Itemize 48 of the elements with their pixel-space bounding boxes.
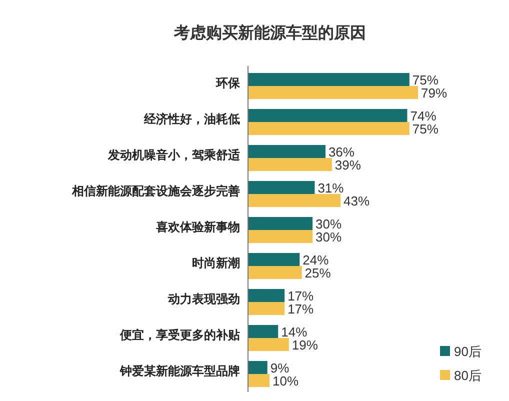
data-label: 25% bbox=[304, 266, 332, 280]
data-label: 19% bbox=[292, 338, 318, 352]
data-label: 17% bbox=[288, 288, 314, 304]
data-label: 24% bbox=[302, 252, 330, 268]
bar bbox=[248, 109, 408, 122]
bar bbox=[248, 325, 278, 338]
bar bbox=[248, 266, 302, 279]
data-label: 14% bbox=[281, 324, 308, 340]
bar bbox=[248, 145, 326, 158]
y-tick-label: 喜欢体验新事物 bbox=[155, 220, 240, 234]
data-label: 74% bbox=[410, 108, 437, 124]
y-tick-label: 发动机噪音小，驾乘舒适 bbox=[107, 148, 241, 162]
bar bbox=[248, 181, 315, 194]
bar bbox=[248, 374, 270, 387]
data-label: 36% bbox=[328, 144, 355, 160]
bar bbox=[248, 253, 300, 266]
data-label: 75% bbox=[412, 122, 439, 136]
data-label: 30% bbox=[316, 216, 342, 232]
bar bbox=[248, 86, 418, 99]
data-label: 39% bbox=[334, 158, 362, 172]
y-tick-label: 经济性好，油耗低 bbox=[143, 112, 240, 126]
legend-label: 90后 bbox=[454, 344, 482, 359]
data-label: 30% bbox=[316, 230, 342, 244]
data-label: 31% bbox=[318, 180, 344, 196]
legend-label: 80后 bbox=[454, 368, 482, 383]
chart-title: 考虑购买新能源车型的原因 bbox=[173, 24, 366, 42]
data-label: 75% bbox=[412, 72, 439, 88]
data-label: 17% bbox=[288, 302, 314, 316]
bar bbox=[248, 289, 285, 302]
bar bbox=[248, 122, 410, 135]
bar bbox=[248, 217, 313, 230]
bar bbox=[248, 158, 332, 171]
data-label: 79% bbox=[421, 86, 448, 100]
data-label: 43% bbox=[344, 194, 370, 208]
y-tick-label: 相信新能源配套设施会逐步完善 bbox=[71, 184, 240, 198]
bar bbox=[248, 230, 313, 243]
bar bbox=[248, 73, 410, 86]
y-tick-label: 环保 bbox=[215, 76, 241, 90]
bar bbox=[248, 338, 289, 351]
bar bbox=[248, 194, 341, 207]
data-label: 9% bbox=[270, 360, 290, 376]
y-tick-label: 时尚新潮 bbox=[192, 256, 240, 270]
bar bbox=[248, 302, 285, 315]
bar bbox=[248, 361, 268, 374]
y-tick-label: 动力表现强劲 bbox=[167, 292, 240, 306]
y-tick-label: 钟爱某新能源车型品牌 bbox=[119, 364, 240, 378]
data-label: 10% bbox=[272, 374, 299, 388]
y-tick-label: 便宜，享受更多的补贴 bbox=[119, 328, 240, 342]
